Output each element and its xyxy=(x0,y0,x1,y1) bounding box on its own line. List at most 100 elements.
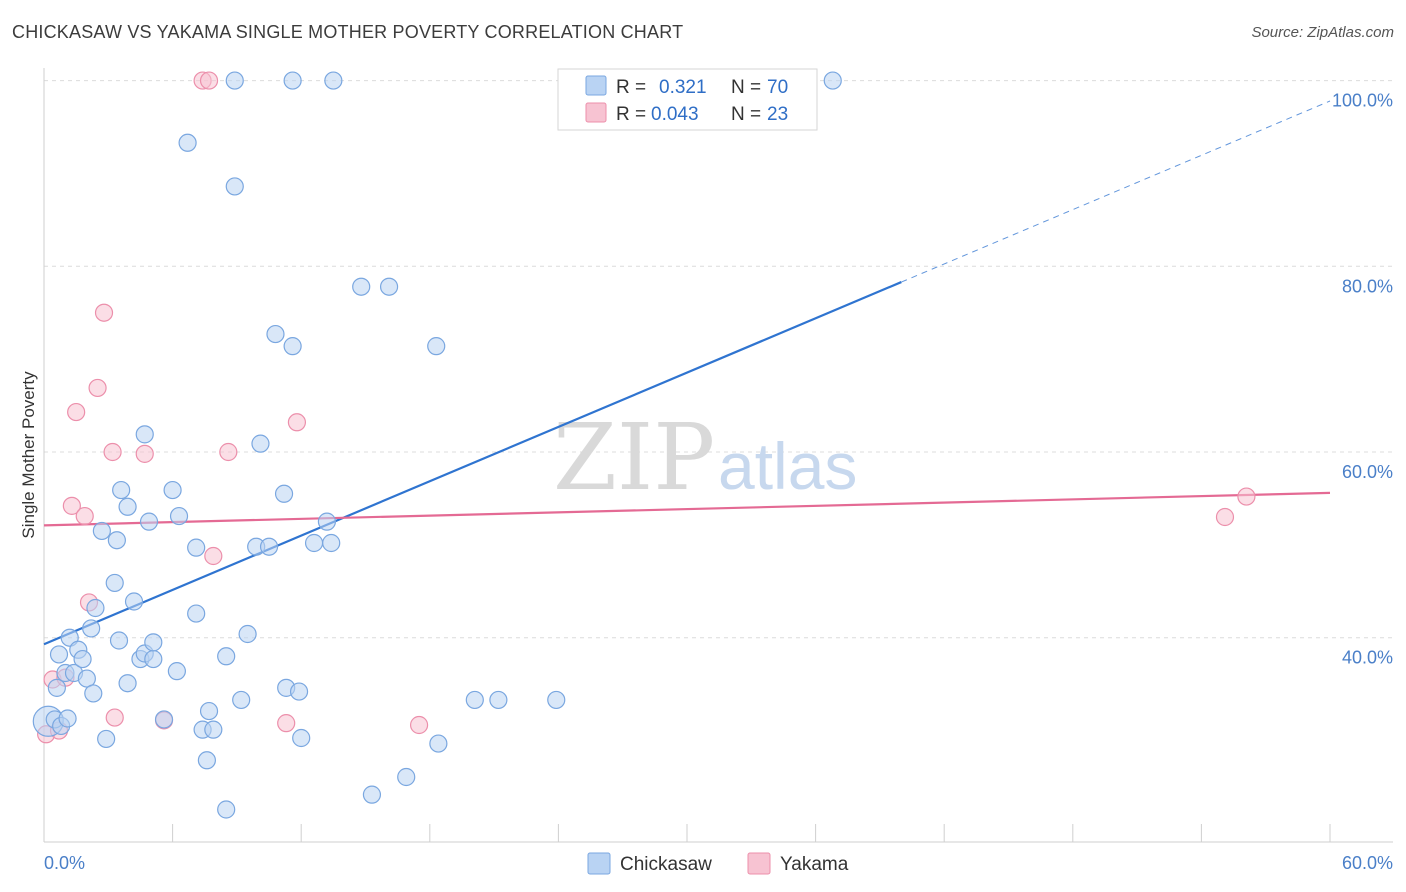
chickasaw-point xyxy=(259,537,279,556)
chickasaw-point xyxy=(105,573,124,593)
y-tick-label-60: 60.0% xyxy=(1342,462,1393,482)
yakama-point xyxy=(277,714,296,733)
chickasaw-point xyxy=(167,662,186,681)
watermark: ZIP atlas xyxy=(553,404,857,511)
chickasaw-point xyxy=(187,604,206,623)
yakama-point xyxy=(135,444,154,463)
yakama-point xyxy=(94,303,114,322)
chickasaw-point xyxy=(144,649,163,669)
yakama-point xyxy=(287,413,307,432)
chickasaw-point xyxy=(84,684,103,703)
chickasaw-point xyxy=(204,720,223,739)
x-tick-label-max: 60.0% xyxy=(1342,853,1393,873)
chickasaw-points xyxy=(32,71,842,819)
legend-r-label-chickasaw: R = xyxy=(616,77,646,98)
chickasaw-point xyxy=(317,512,337,531)
source-credit: Source: ZipAtlas.com xyxy=(1251,24,1394,41)
chickasaw-point xyxy=(97,729,116,749)
legend-swatch-chickasaw xyxy=(585,75,607,96)
chickasaw-point xyxy=(154,710,174,729)
chickasaw-point xyxy=(86,598,105,618)
chickasaw-point xyxy=(118,674,137,693)
yakama-point xyxy=(409,715,429,735)
chickasaw-point xyxy=(283,337,302,356)
chickasaw-point xyxy=(251,434,270,453)
legend-n-label-chickasaw: N = xyxy=(731,77,761,98)
series-legend: Chickasaw Yakama xyxy=(587,852,849,875)
y-axis-label: Single Mother Poverty xyxy=(19,371,38,539)
yakama-point xyxy=(219,442,238,462)
chickasaw-point xyxy=(187,538,206,557)
chickasaw-point xyxy=(92,521,111,541)
trend-lines xyxy=(43,100,1331,646)
chickasaw-point xyxy=(225,177,244,196)
chickasaw-point xyxy=(107,531,126,550)
chickasaw-point xyxy=(352,277,371,296)
chickasaw-point xyxy=(283,71,302,90)
yakama-point xyxy=(204,546,223,566)
chickasaw-point xyxy=(289,682,309,701)
series-legend-swatch-chickasaw xyxy=(587,852,611,875)
chickasaw-point xyxy=(823,71,842,90)
chickasaw-point xyxy=(232,690,251,710)
y-tick-labels: 40.0% 60.0% 80.0% 100.0% xyxy=(1332,91,1393,668)
yakama-point xyxy=(75,506,94,526)
yakama-point xyxy=(103,442,122,462)
chickasaw-point xyxy=(112,480,131,500)
chickasaw-point xyxy=(324,71,343,90)
chickasaw-trend-line xyxy=(43,281,902,646)
chickasaw-point xyxy=(238,624,257,644)
legend-n-value-chickasaw: 70 xyxy=(767,77,788,98)
y-tick-label-100: 100.0% xyxy=(1332,91,1393,111)
legend-n-label-yakama: N = xyxy=(731,104,761,125)
chickasaw-point xyxy=(178,133,197,152)
chickasaw-point xyxy=(144,633,163,652)
chickasaw-point xyxy=(197,751,216,770)
chart-title: CHICKASAW VS YAKAMA SINGLE MOTHER POVERT… xyxy=(12,22,684,42)
chickasaw-point xyxy=(217,800,236,819)
yakama-point xyxy=(1237,487,1256,506)
y-tick-label-80: 80.0% xyxy=(1342,276,1393,296)
yakama-point xyxy=(88,378,107,398)
yakama-point xyxy=(67,402,86,422)
chickasaw-point xyxy=(427,337,446,356)
series-legend-label-yakama: Yakama xyxy=(780,854,849,875)
chickasaw-point xyxy=(199,701,219,721)
chickasaw-point xyxy=(217,647,236,666)
legend-r-value-yakama: 0.043 xyxy=(651,104,699,125)
chickasaw-point xyxy=(322,533,341,553)
chickasaw-point xyxy=(109,631,129,650)
series-legend-label-chickasaw: Chickasaw xyxy=(620,854,712,875)
chickasaw-point xyxy=(304,533,324,553)
chickasaw-point xyxy=(274,484,294,503)
chickasaw-point xyxy=(397,767,416,787)
y-tick-label-40: 40.0% xyxy=(1342,648,1393,668)
chickasaw-trend-extension xyxy=(901,100,1331,283)
chickasaw-point xyxy=(58,709,77,728)
legend-n-value-yakama: 23 xyxy=(767,104,788,125)
chickasaw-point xyxy=(266,324,285,344)
chickasaw-point xyxy=(379,277,399,296)
chickasaw-point xyxy=(139,512,159,531)
stats-legend: R = 0.321 N = 70 R = 0.043 N = 23 xyxy=(557,68,818,131)
chickasaw-point xyxy=(225,71,244,90)
chickasaw-point xyxy=(429,734,448,753)
chickasaw-point xyxy=(124,592,144,611)
chickasaw-point xyxy=(73,649,92,669)
legend-r-label-yakama: R = xyxy=(616,104,646,125)
chickasaw-point xyxy=(547,690,566,710)
chickasaw-point xyxy=(135,425,154,444)
yakama-point xyxy=(62,496,81,515)
chickasaw-point xyxy=(292,728,311,748)
chickasaw-point xyxy=(118,497,137,516)
chickasaw-point xyxy=(47,678,66,697)
yakama-point xyxy=(105,708,124,727)
legend-r-value-chickasaw: 0.321 xyxy=(659,77,707,98)
x-tick-label-min: 0.0% xyxy=(44,853,85,873)
legend-swatch-yakama xyxy=(585,102,607,123)
chickasaw-point xyxy=(362,785,382,804)
chickasaw-point xyxy=(169,506,189,526)
yakama-point xyxy=(1215,507,1235,527)
watermark-atlas-text: atlas xyxy=(718,429,857,503)
